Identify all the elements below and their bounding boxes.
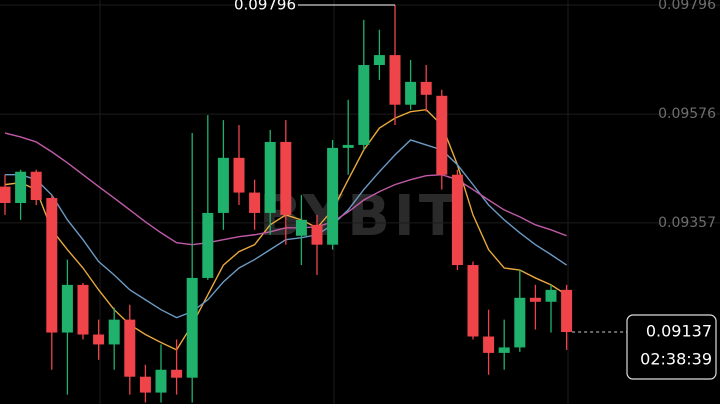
candle-body (451, 174, 463, 266)
candle-body (342, 144, 354, 148)
last-price-box (626, 314, 717, 380)
candle-body (311, 224, 323, 245)
candle-body (155, 369, 167, 393)
last-price-label: 0.09137 (646, 322, 712, 341)
candle-body (498, 347, 510, 353)
candle-body (77, 284, 89, 335)
candle-body (358, 65, 370, 145)
candle-body (420, 81, 432, 95)
candle-body (171, 369, 183, 378)
candle-body (15, 171, 27, 203)
candle-body (545, 289, 557, 302)
y-tick-label: 0.09576 (658, 106, 716, 122)
candle-body (202, 212, 214, 278)
countdown: 02:38:39 (640, 350, 712, 369)
candle-body (61, 284, 73, 333)
candle-body (280, 141, 292, 215)
y-tick-label: 0.09796 (658, 0, 716, 13)
candle-body (108, 319, 120, 345)
candle-body (514, 297, 526, 348)
candle-body (483, 336, 495, 353)
candle-body (405, 81, 417, 105)
candle-body (233, 157, 245, 193)
candle-body (217, 157, 229, 213)
candle-body (0, 186, 11, 203)
candle-body (467, 265, 479, 337)
candle-body (124, 319, 136, 377)
candle-body (373, 55, 385, 66)
candle-body (529, 297, 541, 302)
candle-body (139, 376, 151, 393)
candle-body (264, 141, 276, 213)
candle-body (186, 277, 198, 378)
candle-body (327, 147, 339, 245)
max-price-label: 0.09796 (234, 0, 296, 13)
candle-body (249, 192, 261, 213)
candle-body (46, 198, 58, 333)
y-tick-label: 0.09357 (658, 215, 716, 231)
candle-body (295, 219, 307, 236)
candle-body (93, 334, 105, 345)
candle-body (389, 55, 401, 105)
candle-body (30, 171, 42, 201)
candle-body (436, 95, 448, 175)
candle-body (561, 289, 573, 333)
